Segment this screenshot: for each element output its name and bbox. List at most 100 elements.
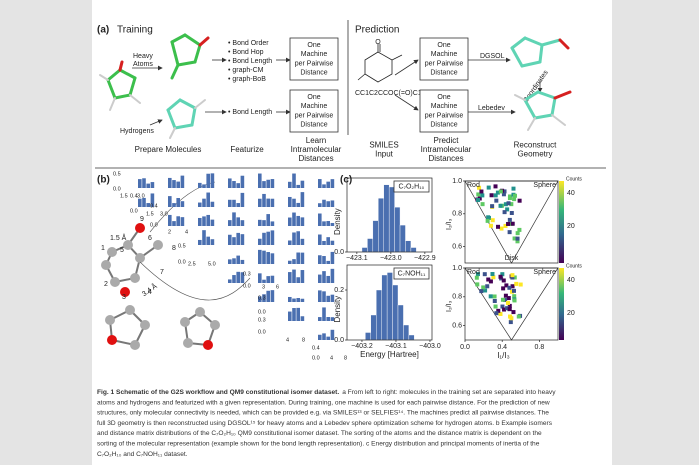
tick-label: 5.0 — [208, 261, 216, 267]
x-axis-title: Energy [Hartree] — [360, 350, 419, 359]
hexbin — [505, 300, 510, 305]
hexbin — [516, 314, 521, 319]
mini-bar — [330, 329, 335, 340]
mini-bar — [210, 201, 215, 207]
hexbin — [507, 285, 512, 290]
mini-bar — [168, 177, 172, 188]
mini-bar — [330, 179, 335, 188]
connector — [149, 181, 216, 233]
y-axis-title: Density — [333, 208, 342, 235]
hist-bar — [394, 206, 401, 253]
colorbar-tick: 40 — [567, 277, 575, 284]
hexbin — [517, 227, 522, 232]
hexbin — [492, 298, 497, 303]
tick-label: 3.0 — [160, 211, 168, 217]
tick-label: 0.0 — [312, 355, 320, 361]
hexbin — [481, 285, 486, 290]
caption-text: a From left to right: molecules in the t… — [342, 389, 556, 396]
connector — [139, 261, 251, 301]
hexbin — [493, 304, 498, 309]
mini-bar — [330, 251, 335, 264]
step-label: Predict — [434, 136, 460, 145]
mini-bar — [262, 220, 266, 226]
tick-label: 2.5 — [188, 261, 196, 267]
hexbin — [502, 189, 507, 194]
hexbin — [479, 189, 484, 194]
mini-bar — [318, 203, 322, 207]
hexbin — [512, 294, 517, 299]
hexbin — [505, 207, 510, 212]
mini-bar — [322, 221, 326, 226]
molecule-training — [99, 33, 210, 139]
tick-label: 8 — [302, 337, 305, 343]
hexbin — [501, 278, 506, 283]
formula: C₇O₂H₁₀ — [399, 184, 425, 191]
y-tick-label: 0.6 — [452, 243, 462, 250]
hexbin — [498, 203, 503, 208]
mini-bar — [232, 199, 236, 207]
hexbin — [518, 282, 523, 287]
hexbin — [507, 303, 512, 308]
mini-bar — [240, 175, 245, 188]
hist-bar — [381, 274, 388, 341]
mini-bar — [262, 279, 266, 283]
mini-bar — [270, 290, 275, 302]
hexbin — [485, 218, 490, 223]
hexbin — [490, 272, 495, 277]
hexbin — [476, 192, 481, 197]
mini-bar — [296, 298, 300, 302]
tick-label: 4 — [185, 229, 188, 235]
mini-bar — [138, 198, 142, 207]
mini-bar — [270, 275, 275, 283]
box-text: Machine — [431, 103, 458, 110]
hexbin — [505, 306, 510, 311]
hist-bar — [388, 186, 395, 253]
mini-bar — [292, 298, 296, 302]
hexbin — [476, 198, 481, 203]
hexbin — [507, 307, 512, 312]
mini-bar — [176, 181, 180, 188]
mini-bar — [300, 217, 305, 226]
y-tick-label: 0.0 — [334, 337, 344, 344]
hexbin — [475, 272, 480, 277]
hexbin — [490, 218, 495, 223]
mini-bar — [236, 271, 240, 283]
step-label: Prepare Molecules — [135, 145, 202, 154]
tick-label: 0.3 — [258, 295, 266, 301]
hist-bar — [408, 334, 415, 341]
caption-line: structures, only molecular connectivity … — [97, 409, 549, 416]
tick-label: 0.4 — [150, 203, 158, 209]
atom-label: O — [375, 39, 381, 46]
mini-bar — [258, 219, 262, 226]
hist-bar — [392, 284, 399, 341]
mini-bar — [202, 184, 206, 188]
mini-bar — [262, 294, 266, 302]
caption-line: C₇O₂H₁₀ and C₇NOH₁₁ dataset. — [97, 451, 188, 458]
hexbin — [506, 296, 511, 301]
hexbin — [488, 294, 493, 299]
hexbin — [512, 298, 517, 303]
box-text: One — [437, 94, 450, 101]
feature: • Bond Length — [228, 58, 272, 65]
hist-bar — [370, 314, 377, 341]
colorbar-title: Counts — [566, 176, 582, 182]
hexbin — [479, 289, 484, 294]
y-tick-label: 0.2 — [334, 287, 344, 294]
atom-number: 1 — [101, 245, 105, 252]
mini-bar — [228, 199, 232, 207]
caption-line: atoms and hydrogens and featurized with … — [97, 399, 550, 406]
feature: • graph-CM — [228, 67, 264, 74]
axes-frame — [346, 264, 433, 341]
corner-label: Rod — [467, 182, 480, 189]
hexbin — [501, 286, 506, 291]
hexbin — [493, 193, 498, 198]
hexbin — [499, 226, 504, 231]
x-tick-label: −403.2 — [351, 343, 373, 350]
hexbin — [475, 282, 480, 287]
mini-bar — [296, 307, 300, 321]
mini-bar — [270, 198, 275, 207]
molecule-ball-stick — [101, 223, 220, 350]
step-label: SMILES — [369, 141, 398, 150]
mini-bar — [322, 271, 326, 283]
hexbin — [517, 198, 522, 203]
